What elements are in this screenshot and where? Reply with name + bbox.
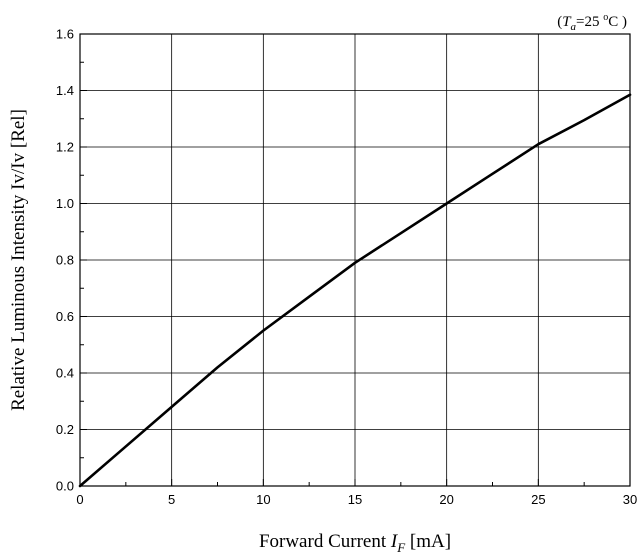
y-tick-label: 1.2 (56, 140, 74, 155)
condition-label: (Ta=25 oC ) (557, 12, 627, 33)
y-tick-label: 0.4 (56, 366, 74, 381)
y-tick-label: 0.2 (56, 422, 74, 437)
x-tick-label: 15 (348, 492, 362, 507)
tick-labels: 0 5 10 15 20 25 30 0.0 0.2 0.4 0.6 0.8 1.0 1.2 1.4 1.6 (56, 27, 637, 508)
y-tick-label: 0.0 (56, 479, 74, 494)
x-tick-label: 0 (76, 492, 83, 507)
y-axis-label: Relative Luminous Intensity Iv/Iv [Rel] (8, 109, 29, 411)
intensity-curve (78, 93, 632, 488)
x-tick-label: 25 (531, 492, 545, 507)
x-axis-label: Forward Current IF [mA] (259, 531, 451, 555)
y-tick-label: 0.6 (56, 309, 74, 324)
y-tick-label: 1.0 (56, 196, 74, 211)
x-tick-label: 20 (439, 492, 453, 507)
grid-lines (80, 34, 630, 486)
y-tick-label: 1.6 (56, 27, 74, 42)
plot-frame (79, 33, 631, 487)
x-tick-label: 5 (168, 492, 175, 507)
data-series (78, 93, 632, 488)
x-tick-label: 30 (623, 492, 637, 507)
x-tick-label: 10 (256, 492, 270, 507)
y-tick-label: 0.8 (56, 253, 74, 268)
y-tick-label: 1.4 (56, 83, 74, 98)
